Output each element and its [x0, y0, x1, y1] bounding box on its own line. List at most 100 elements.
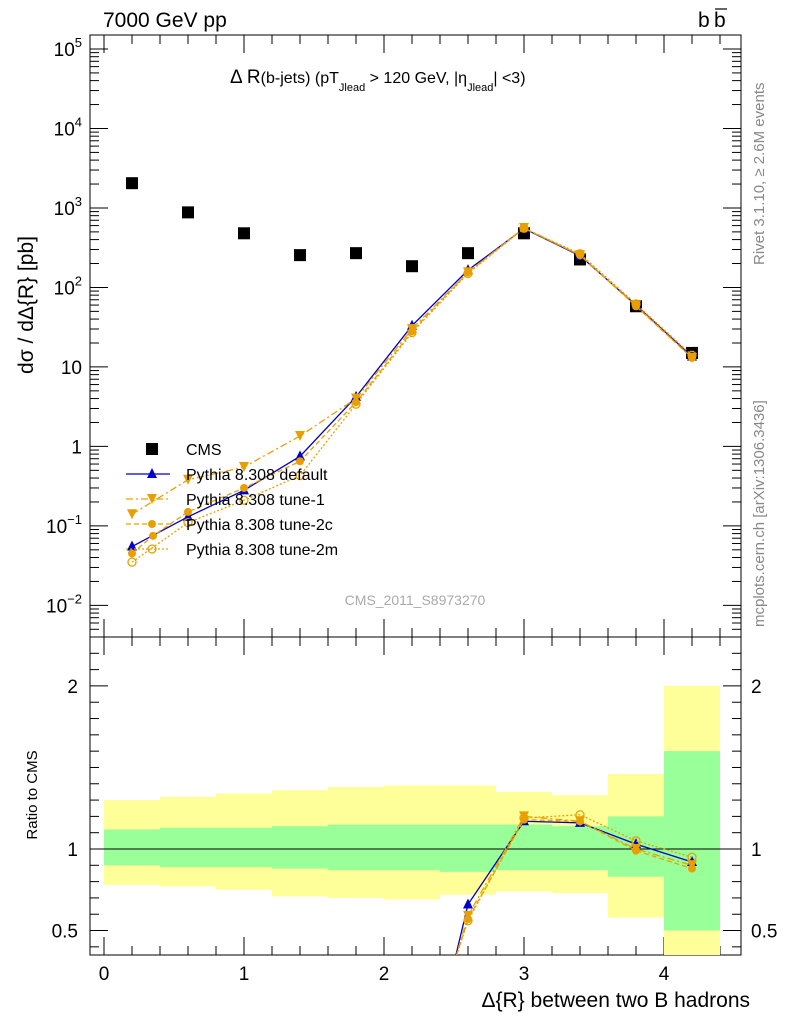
tick-base: 10	[54, 199, 75, 220]
uncertainty-band-inner	[104, 829, 160, 866]
legend-label-2: Pythia 8.308 tune-1	[186, 492, 325, 509]
x-tick-label: 2	[379, 964, 390, 985]
rivet-info-label: Rivet 3.1.10, ≥ 2.6M events	[751, 83, 768, 266]
ratio-plot-frame	[89, 636, 742, 956]
ratio-y-tick-label-right: 2	[751, 677, 762, 698]
main-y-tick-label: 104	[54, 114, 82, 140]
main-point-4	[631, 299, 641, 309]
main-point-0	[406, 260, 418, 273]
header-process-label-bbar: b	[714, 9, 726, 32]
main-point-2	[239, 462, 249, 473]
main-point-3	[240, 483, 248, 492]
main-point-4	[239, 495, 249, 505]
panel-title-part1: (b-jets) (pT	[261, 70, 339, 87]
ratio-y-tick-label: 1	[67, 840, 78, 861]
main-point-3	[128, 549, 136, 558]
main-point-3	[296, 457, 304, 466]
main-y-tick-label: 1	[71, 437, 82, 458]
ratio-point-3	[687, 852, 697, 862]
legend: CMS Pythia 8.308 default Pythia 8.308 tune…	[126, 442, 338, 559]
ratio-point-3	[575, 810, 585, 820]
main-point-4	[575, 249, 585, 259]
legend-label-3: Pythia 8.308 tune-2c	[186, 517, 333, 534]
tick-exponent: 3	[75, 194, 82, 209]
main-point-0	[350, 247, 362, 260]
legend-marker-3	[148, 520, 156, 528]
legend-marker-2	[147, 494, 157, 504]
uncertainty-band-inner	[664, 751, 720, 931]
main-point-4	[407, 327, 417, 338]
x-tick-label: 1	[239, 964, 250, 985]
panel-title-part3: | <3)	[493, 70, 525, 87]
uncertainty-band-inner	[384, 824, 440, 871]
tick-base: 10	[54, 278, 75, 299]
main-point-4	[127, 557, 137, 567]
main-y-tick-label: 10−2	[46, 591, 82, 617]
main-point-3	[184, 507, 192, 516]
ratio-point-0	[463, 898, 473, 909]
tick-exponent: −1	[67, 512, 82, 527]
header-process-label-b: b	[698, 9, 710, 32]
analysis-id-label: CMS_2011_S8973270	[345, 592, 486, 608]
legend-label-4: Pythia 8.308 tune-2m	[186, 542, 338, 559]
main-y-tick-label: 102	[54, 273, 82, 299]
uncertainty-band-inner	[496, 824, 552, 871]
ratio-series-line-3	[456, 814, 693, 955]
main-point-4	[687, 350, 697, 360]
panel-title-sub1: Jlead	[339, 82, 365, 94]
ratio-y-tick-label-right: 1	[751, 840, 762, 861]
main-y-tick-label: 105	[54, 35, 82, 61]
uncertainty-band-inner	[160, 827, 216, 867]
main-y-axis-label: dσ / dΔ{R} [pb]	[15, 236, 38, 374]
mcplots-info-label: mcplots.cern.ch [arXiv:1306.3436]	[751, 400, 768, 627]
main-point-3	[688, 353, 696, 362]
main-point-2	[295, 431, 305, 442]
uncertainty-band-inner	[216, 827, 272, 867]
ratio-series-line-2	[455, 818, 693, 955]
main-point-4	[463, 268, 473, 279]
panel-title: Δ R(b-jets) (pTJlead > 120 GeV, |ηJlead|…	[230, 67, 526, 94]
ratio-y-axis-label: Ratio to CMS	[24, 750, 41, 839]
tick-base: 10	[54, 119, 75, 140]
legend-label-0: CMS	[186, 442, 222, 459]
main-point-4	[519, 223, 529, 233]
ratio-point-3	[519, 813, 529, 823]
tick-base: 10	[54, 40, 75, 61]
main-y-tick-label: 103	[54, 194, 82, 220]
ratio-y-tick-label-right: 0.5	[751, 922, 777, 943]
x-tick-label: 4	[659, 964, 670, 985]
main-point-0	[182, 206, 194, 219]
legend-marker-1	[147, 468, 157, 478]
main-point-0	[238, 227, 250, 240]
tick-base: 10	[46, 517, 67, 538]
panel-title-prefix: Δ R	[230, 67, 261, 88]
main-point-0	[126, 177, 138, 190]
ratio-y-tick-label: 2	[67, 677, 78, 698]
uncertainty-band-inner	[328, 824, 384, 871]
ratio-point-2	[576, 817, 584, 826]
header-collision-label: 7000 GeV pp	[103, 9, 227, 32]
tick-exponent: 2	[75, 273, 82, 288]
tick-exponent: −2	[67, 591, 82, 606]
ratio-point-3	[463, 916, 473, 926]
main-point-0	[294, 249, 306, 262]
ratio-point-3	[631, 836, 641, 846]
x-axis-label: Δ{R} between two B hadrons	[481, 989, 750, 1012]
main-point-0	[462, 247, 474, 260]
tick-base: 10	[46, 596, 67, 617]
main-y-tick-label: 10−1	[46, 512, 82, 538]
main-point-3	[149, 531, 157, 540]
ratio-point-2	[632, 846, 640, 855]
tick-exponent: 5	[75, 35, 82, 50]
main-point-2	[183, 474, 193, 485]
tick-exponent: 4	[75, 114, 82, 129]
panel-title-part2: > 120 GeV, |η	[365, 70, 467, 87]
uncertainty-band-inner	[440, 824, 496, 872]
x-tick-label: 3	[519, 964, 530, 985]
legend-label-1: Pythia 8.308 default	[186, 467, 328, 484]
main-point-4	[183, 517, 193, 528]
main-point-2	[127, 509, 137, 520]
legend-marker-4	[147, 544, 157, 554]
